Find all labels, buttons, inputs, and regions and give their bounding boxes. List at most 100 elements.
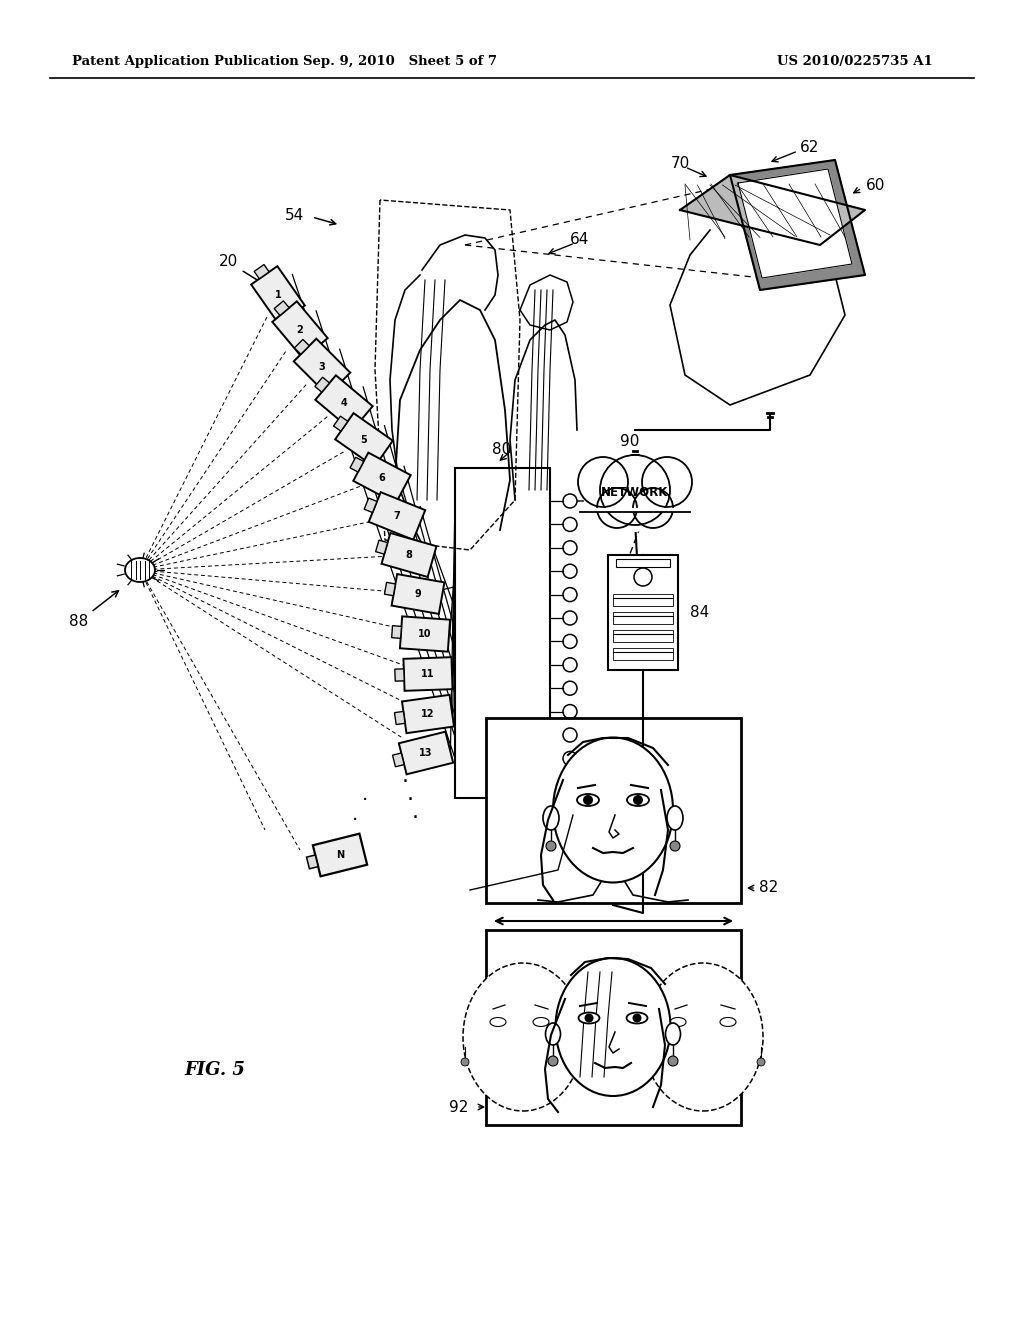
Bar: [613, 648, 673, 660]
Bar: [455, 469, 550, 799]
Polygon shape: [403, 657, 453, 690]
Polygon shape: [391, 574, 444, 614]
Text: ·: ·: [352, 810, 358, 829]
Bar: [613, 612, 673, 624]
Circle shape: [633, 488, 673, 528]
Ellipse shape: [579, 1012, 599, 1023]
Text: 11: 11: [421, 669, 435, 678]
Text: ·: ·: [401, 772, 409, 792]
Polygon shape: [402, 694, 454, 733]
Text: 90: 90: [621, 434, 640, 450]
Circle shape: [670, 841, 680, 851]
Polygon shape: [254, 264, 269, 279]
Polygon shape: [384, 582, 395, 595]
Circle shape: [546, 841, 556, 851]
Circle shape: [461, 1059, 469, 1067]
Circle shape: [757, 1059, 765, 1067]
Text: 6: 6: [379, 473, 385, 483]
Ellipse shape: [463, 964, 583, 1111]
Text: 13: 13: [419, 748, 433, 758]
Text: 12: 12: [421, 709, 435, 719]
Ellipse shape: [555, 958, 671, 1096]
Circle shape: [597, 488, 637, 528]
Bar: [486, 931, 741, 1125]
Circle shape: [600, 455, 670, 525]
Text: ·: ·: [361, 791, 368, 809]
Circle shape: [613, 488, 657, 532]
Polygon shape: [314, 378, 330, 392]
Text: N: N: [336, 850, 344, 861]
Text: 82: 82: [759, 880, 778, 895]
Ellipse shape: [543, 807, 559, 830]
Polygon shape: [306, 855, 318, 869]
Polygon shape: [350, 457, 364, 473]
Circle shape: [642, 457, 692, 507]
Ellipse shape: [627, 1012, 647, 1023]
Polygon shape: [313, 834, 368, 876]
Polygon shape: [334, 416, 348, 432]
Polygon shape: [369, 492, 425, 540]
Polygon shape: [391, 626, 401, 639]
Polygon shape: [398, 731, 454, 775]
Text: 9: 9: [415, 589, 421, 599]
Polygon shape: [376, 540, 387, 554]
Bar: [616, 558, 670, 568]
Text: 70: 70: [671, 156, 689, 170]
Circle shape: [578, 457, 628, 507]
Bar: [486, 718, 741, 903]
Text: 10: 10: [418, 630, 432, 639]
Polygon shape: [392, 752, 404, 767]
Ellipse shape: [125, 558, 155, 582]
Bar: [608, 554, 678, 671]
Circle shape: [548, 1056, 558, 1067]
Text: Patent Application Publication: Patent Application Publication: [72, 55, 299, 69]
Polygon shape: [315, 375, 373, 430]
Text: 8: 8: [406, 550, 413, 560]
Text: 64: 64: [570, 232, 590, 248]
Ellipse shape: [577, 795, 599, 807]
Text: NETWORK: NETWORK: [601, 486, 669, 499]
Text: 88: 88: [69, 591, 119, 630]
Polygon shape: [680, 176, 865, 246]
Text: 3: 3: [318, 362, 326, 372]
Text: Sep. 9, 2010   Sheet 5 of 7: Sep. 9, 2010 Sheet 5 of 7: [303, 55, 497, 69]
Text: 7: 7: [393, 511, 400, 521]
Text: 20: 20: [219, 255, 266, 285]
Polygon shape: [395, 669, 404, 681]
Text: 4: 4: [341, 399, 347, 408]
Bar: [613, 630, 673, 642]
Text: 1: 1: [274, 290, 282, 300]
Text: 80: 80: [493, 442, 512, 458]
Circle shape: [633, 1014, 641, 1023]
Polygon shape: [295, 339, 309, 354]
Ellipse shape: [667, 807, 683, 830]
Text: 84: 84: [690, 605, 710, 620]
Circle shape: [585, 1014, 594, 1023]
Text: 60: 60: [866, 178, 886, 194]
Text: 62: 62: [800, 140, 819, 156]
Polygon shape: [738, 169, 852, 279]
Ellipse shape: [666, 1023, 681, 1045]
Polygon shape: [274, 301, 289, 315]
Polygon shape: [251, 267, 305, 323]
Ellipse shape: [627, 795, 649, 807]
Text: 5: 5: [360, 436, 368, 445]
Text: US 2010/0225735 A1: US 2010/0225735 A1: [777, 55, 933, 69]
Polygon shape: [272, 301, 328, 359]
Text: 2: 2: [297, 325, 303, 335]
Ellipse shape: [546, 1023, 560, 1045]
Text: FIG. 5: FIG. 5: [184, 1061, 246, 1078]
Polygon shape: [353, 453, 411, 503]
Ellipse shape: [643, 964, 763, 1111]
Circle shape: [668, 1056, 678, 1067]
Polygon shape: [394, 711, 406, 725]
Polygon shape: [365, 498, 377, 512]
Polygon shape: [382, 533, 436, 577]
Text: ·: ·: [412, 808, 419, 828]
Text: 92: 92: [449, 1100, 468, 1114]
Text: ·: ·: [407, 789, 414, 810]
Circle shape: [583, 795, 593, 805]
Text: 54: 54: [286, 207, 304, 223]
Polygon shape: [294, 339, 350, 395]
Bar: [613, 594, 673, 606]
